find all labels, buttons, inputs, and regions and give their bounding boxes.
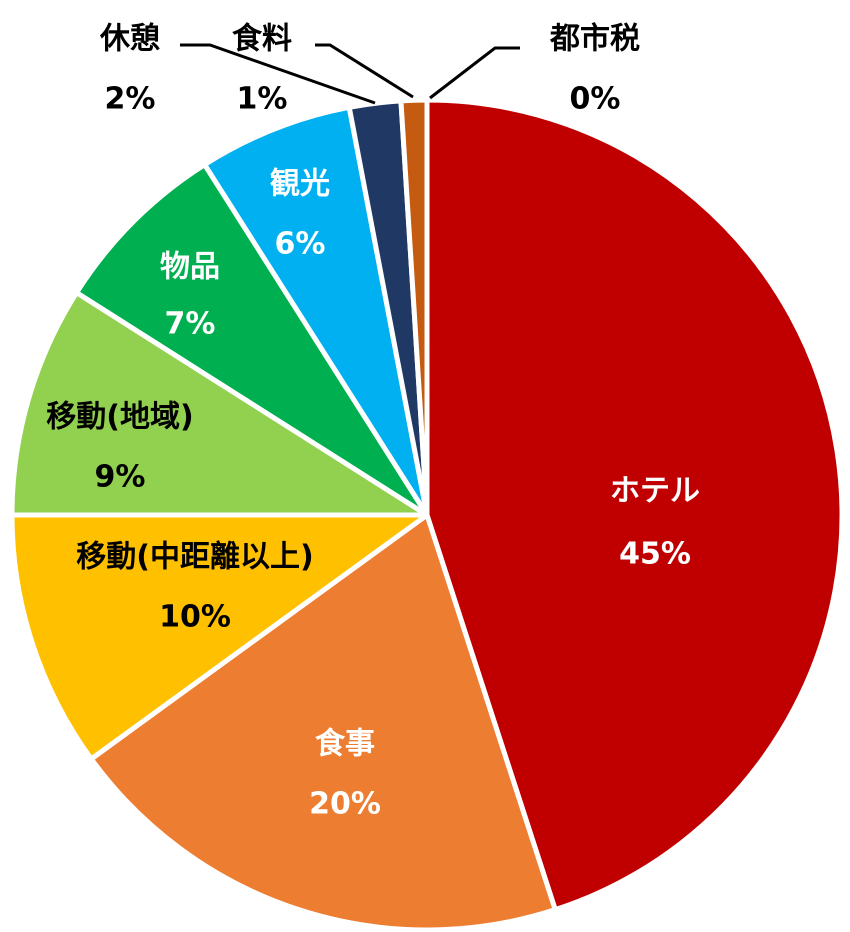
slice-label: 物品 <box>160 250 220 285</box>
slice-label: 休憩 <box>99 22 160 57</box>
value-label: 1% <box>237 82 288 117</box>
slice-label: 食料 <box>232 22 292 57</box>
slice-label: ホテル <box>610 474 700 509</box>
slice-label: 移動(中距離以上) <box>76 540 313 575</box>
value-label: 6% <box>275 227 326 262</box>
pie-slice <box>88 512 558 932</box>
value-label: 10% <box>159 600 231 635</box>
slice-label: 食事 <box>315 727 375 762</box>
pie-slice <box>424 97 845 913</box>
leader-line <box>429 46 520 100</box>
leader-line <box>315 43 414 99</box>
slice-label: 移動(地域) <box>46 400 193 435</box>
value-label: 7% <box>165 307 216 342</box>
value-label: 2% <box>105 82 156 117</box>
value-label: 9% <box>95 460 146 495</box>
value-label: 20% <box>309 787 381 822</box>
leader-line <box>180 43 376 105</box>
pie-slice <box>74 162 430 518</box>
slice-label: 都市税 <box>549 22 640 57</box>
pie-slice <box>9 512 430 762</box>
value-label: 45% <box>619 537 691 572</box>
value-label: 0% <box>570 82 621 117</box>
pie-slice <box>9 290 430 518</box>
slice-label: 観光 <box>270 167 330 202</box>
pie-slice <box>202 104 430 518</box>
